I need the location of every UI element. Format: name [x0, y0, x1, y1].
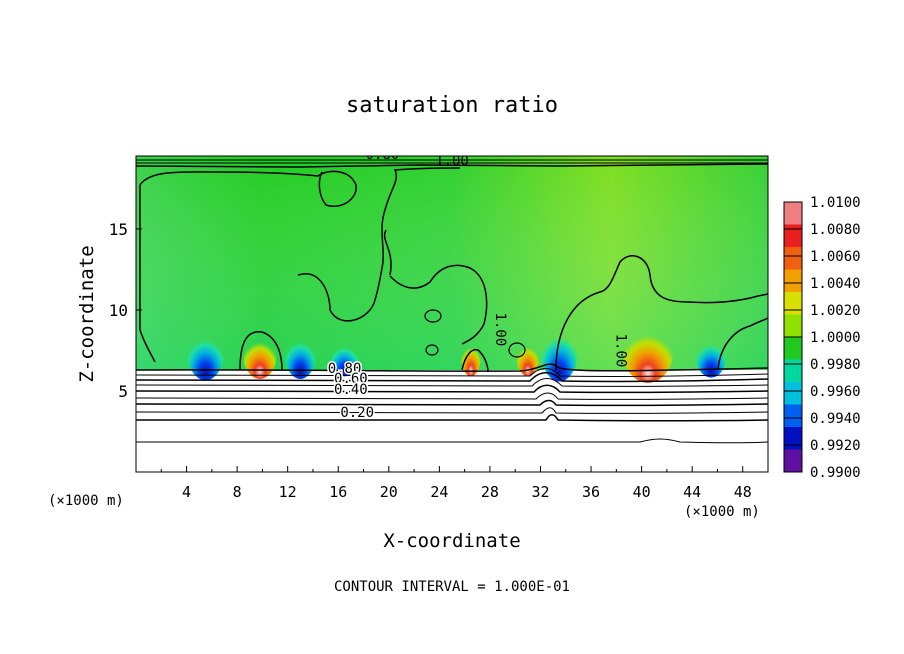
- contour-label: 1.00: [435, 154, 469, 170]
- contour-labels: 0.80 1.001.001.000.800.600.400.20: [326, 147, 628, 422]
- x-tick-label: 4: [182, 483, 191, 501]
- x-tick-label: 40: [633, 483, 651, 501]
- x-tick-label: 32: [531, 483, 549, 501]
- warm-anomaly: [516, 337, 539, 377]
- contour-label: 0.80: [328, 361, 362, 377]
- colorbar-segment: [784, 247, 802, 270]
- colorbar-label: 0.9920: [810, 438, 861, 454]
- x-tick-label: 20: [380, 483, 398, 501]
- contour-label: 0.40: [334, 382, 368, 398]
- x-unit-left: (×1000 m): [48, 493, 124, 509]
- y-tick-label: 15: [109, 220, 128, 239]
- colorbar-segment: [784, 224, 802, 248]
- colorbar-segment: [784, 427, 802, 450]
- contour-line: [136, 392, 768, 400]
- plot-frame: [135, 155, 769, 473]
- contour-line: [136, 438, 768, 444]
- contour-line: [717, 317, 768, 371]
- colorbar-segment: [784, 202, 802, 225]
- x-tick-label: 12: [279, 483, 297, 501]
- contour-line: [136, 399, 768, 407]
- plot-area: 0.80 1.001.001.000.800.600.400.20: [136, 147, 768, 472]
- colorbar-label: 1.0040: [810, 276, 861, 292]
- y-axis: 5 10 15: [109, 220, 142, 401]
- contour-line: [136, 407, 768, 414]
- contour-label: 0.60: [334, 371, 368, 387]
- contour-line: [136, 368, 768, 377]
- contour-line: [136, 363, 768, 372]
- cool-anomaly: [695, 333, 727, 378]
- colorbar-segment: [784, 337, 802, 360]
- colorbar-segment: [784, 314, 802, 338]
- field-anomalies: [187, 319, 727, 383]
- y-tick-label: 5: [118, 382, 128, 401]
- contour-line: [508, 342, 526, 358]
- contour-line: [425, 344, 439, 356]
- contour-line: [136, 384, 768, 394]
- colorbar-segment: [784, 269, 802, 293]
- contour-line: [136, 414, 768, 422]
- colorbar-segment: [784, 404, 802, 428]
- colorbar-label: 0.9980: [810, 357, 861, 373]
- colorbar-segment: [784, 382, 802, 405]
- contour-interval-note: CONTOUR INTERVAL = 1.000E-01: [334, 579, 570, 595]
- x-tick-label: 44: [683, 483, 701, 501]
- colorbar-segment: [784, 359, 802, 383]
- colorbar-label: 1.0100: [810, 195, 861, 211]
- x-tick-label: 24: [430, 483, 448, 501]
- contour-line: [139, 185, 156, 363]
- colorbar: 1.0100 1.0080 1.0060 1.0040 1.0020 1.0000 0.99…: [783, 195, 861, 481]
- x-tick-label: 28: [481, 483, 499, 501]
- contour-line: [136, 378, 768, 387]
- contour-line: [136, 372, 768, 383]
- warm-anomaly: [622, 319, 673, 383]
- x-tick-label: 48: [734, 483, 752, 501]
- contour-line: [383, 229, 488, 345]
- colorbar-label: 0.9940: [810, 411, 861, 427]
- contour-line: [136, 163, 768, 168]
- warm-anomaly: [461, 337, 481, 377]
- chart-title: saturation ratio: [346, 93, 558, 118]
- colorbar-segment: [784, 449, 802, 473]
- cool-anomaly: [541, 323, 578, 382]
- y-tick-label: 10: [109, 301, 128, 320]
- colorbar-label: 1.0060: [810, 249, 861, 265]
- contour-label: 1.00: [612, 334, 628, 368]
- x-tick-label: 36: [582, 483, 600, 501]
- colorbar-label: 0.9960: [810, 384, 861, 400]
- contour-lines: [136, 159, 768, 444]
- warm-anomaly: [243, 330, 277, 379]
- x-tick-label: 16: [329, 483, 347, 501]
- x-tick-label: 8: [233, 483, 242, 501]
- contour-line: [461, 348, 489, 373]
- cool-anomaly: [187, 326, 224, 381]
- colorbar-label: 1.0080: [810, 222, 861, 238]
- y-axis-label: Z-coordinate: [76, 245, 98, 382]
- cool-anomaly: [330, 337, 359, 377]
- field-shading: [136, 156, 768, 374]
- contour-line: [555, 255, 768, 371]
- contour-line: [139, 170, 357, 207]
- colorbar-label: 0.9900: [810, 465, 861, 481]
- colorbar-label: 1.0000: [810, 330, 861, 346]
- colorbar-label: 1.0020: [810, 303, 861, 319]
- contour-label: 1.00: [492, 313, 508, 347]
- x-axis: 4 8 12 16 20 24 28 32 36 40 44 48: [160, 466, 752, 501]
- x-axis-label: X-coordinate: [383, 530, 520, 552]
- contour-label: 0.80: [366, 147, 400, 163]
- contour-line: [424, 309, 442, 323]
- x-unit-right: (×1000 m): [684, 504, 760, 520]
- contour-label: 0.20: [340, 405, 374, 421]
- cool-anomaly: [285, 330, 316, 379]
- colorbar-segment: [784, 292, 802, 315]
- contour-line: [297, 167, 461, 322]
- contour-line: [239, 331, 283, 371]
